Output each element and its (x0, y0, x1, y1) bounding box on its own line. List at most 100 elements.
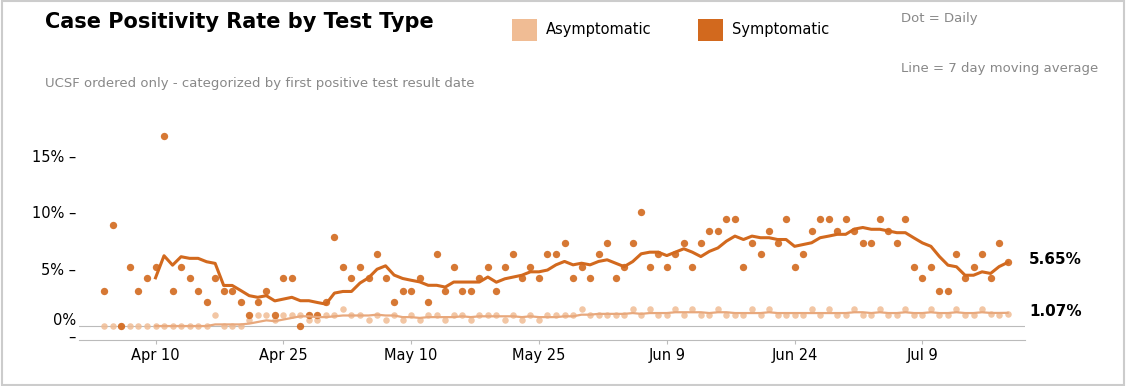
Point (922, 264, 940, 270)
Point (777, 216, 795, 222)
Text: 5.65%: 5.65% (1029, 252, 1082, 267)
Point (504, 251, 522, 257)
Point (223, 288, 241, 294)
Point (120, 264, 138, 270)
Point (146, 264, 164, 270)
Point (394, 288, 412, 294)
Point (223, 323, 241, 329)
Point (555, 240, 573, 246)
Point (913, 312, 931, 318)
Point (572, 306, 590, 312)
Point (479, 264, 497, 270)
Point (803, 306, 821, 312)
Point (325, 312, 343, 318)
Point (359, 275, 377, 281)
Point (316, 312, 334, 318)
Point (113, 323, 131, 329)
Text: UCSF ordered only - categorized by first positive test result date: UCSF ordered only - categorized by first… (45, 77, 474, 90)
Point (189, 323, 207, 329)
Point (598, 240, 616, 246)
Point (700, 312, 718, 318)
Point (590, 251, 608, 257)
Point (292, 312, 310, 318)
Point (829, 227, 847, 234)
Point (462, 317, 480, 323)
Text: Case Positivity Rate by Test Type: Case Positivity Rate by Test Type (45, 12, 434, 32)
Point (650, 251, 668, 257)
Point (751, 251, 769, 257)
Point (691, 240, 709, 246)
Point (292, 323, 310, 329)
Point (973, 251, 991, 257)
Point (283, 275, 301, 281)
Point (870, 216, 888, 222)
Point (471, 312, 489, 318)
Point (743, 306, 761, 312)
Point (769, 312, 787, 318)
Point (120, 323, 138, 329)
Point (581, 312, 599, 318)
Point (726, 216, 744, 222)
Point (717, 216, 735, 222)
Point (257, 312, 275, 318)
Point (999, 311, 1017, 317)
Point (436, 317, 454, 323)
Point (334, 306, 352, 312)
Point (760, 227, 778, 234)
Point (249, 299, 267, 305)
Point (155, 133, 173, 139)
Point (632, 312, 650, 318)
Point (129, 288, 148, 294)
Point (428, 312, 446, 318)
Point (198, 323, 216, 329)
Point (820, 306, 838, 312)
Point (879, 312, 897, 318)
Point (777, 312, 795, 318)
Point (275, 275, 293, 281)
Point (846, 306, 864, 312)
Point (104, 222, 122, 228)
Point (870, 306, 888, 312)
Point (163, 288, 181, 294)
Point (803, 227, 821, 234)
Point (837, 216, 855, 222)
Point (351, 264, 369, 270)
Point (538, 312, 556, 318)
Point (683, 264, 701, 270)
Point (837, 312, 855, 318)
Point (368, 251, 386, 257)
Point (863, 240, 881, 246)
Point (530, 275, 548, 281)
Point (521, 264, 539, 270)
Point (999, 259, 1017, 265)
Point (521, 312, 539, 318)
Point (547, 312, 565, 318)
Point (538, 251, 556, 257)
Point (956, 275, 974, 281)
Point (598, 312, 616, 318)
Point (530, 317, 548, 323)
Point (155, 323, 173, 329)
Point (751, 312, 769, 318)
Point (887, 240, 905, 246)
Point (309, 317, 327, 323)
Point (454, 288, 472, 294)
Point (232, 323, 250, 329)
Point (300, 317, 318, 323)
Point (555, 312, 573, 318)
Point (947, 306, 965, 312)
Point (419, 312, 437, 318)
Point (982, 311, 1000, 317)
Point (180, 275, 198, 281)
Point (811, 312, 829, 318)
Point (854, 240, 872, 246)
Point (674, 312, 692, 318)
Point (674, 240, 692, 246)
Point (495, 317, 513, 323)
Text: Symptomatic: Symptomatic (732, 22, 829, 37)
Point (376, 317, 394, 323)
Point (232, 299, 250, 305)
Point (513, 317, 531, 323)
Point (368, 312, 386, 318)
Point (257, 288, 275, 294)
